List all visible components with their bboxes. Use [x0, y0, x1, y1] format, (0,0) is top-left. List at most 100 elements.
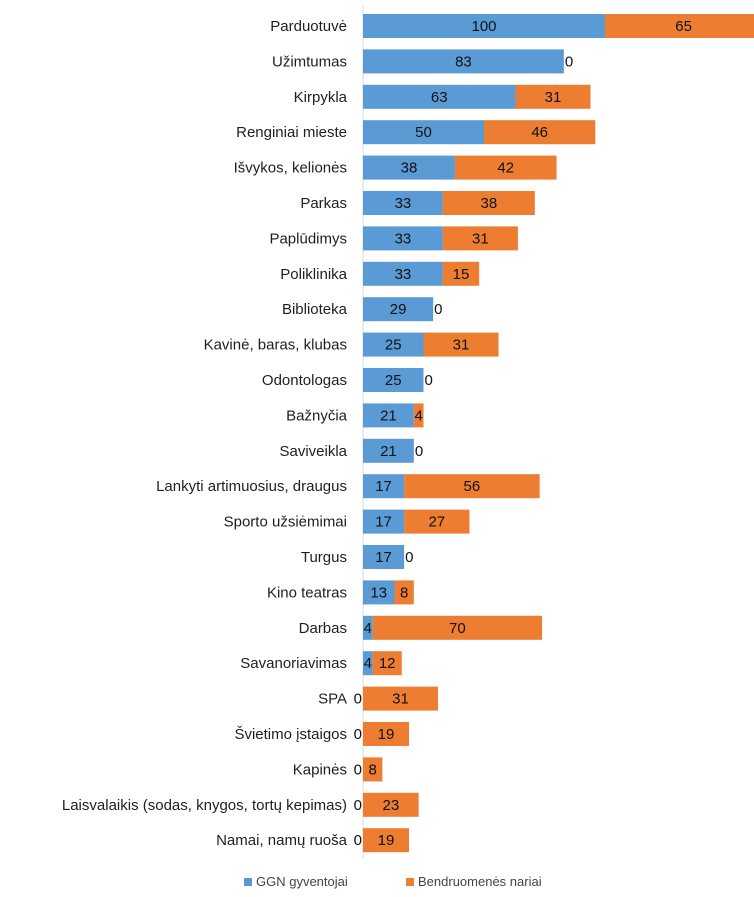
data-label-bendruomenes-nariai: 31 [453, 337, 470, 354]
category-label: Laisvalaikis (sodas, knygos, tortų kepim… [62, 797, 347, 814]
data-label-ggn-gyventojai: 33 [395, 195, 412, 212]
category-label: Išvykos, kelionės [234, 160, 347, 177]
data-label-bendruomenes-nariai: 8 [400, 584, 408, 601]
bar-bendruomenes-nariai [363, 792, 419, 817]
bar-bendruomenes-nariai [423, 332, 499, 357]
category-label: Kino teatras [267, 584, 347, 601]
bar-ggn-gyventojai [363, 368, 424, 392]
category-label: Savanoriavimas [240, 655, 347, 672]
data-label-ggn-gyventojai: 25 [385, 337, 402, 354]
category-label: Renginiai mieste [236, 124, 347, 141]
data-label-ggn-gyventojai: 0 [354, 797, 362, 814]
data-label-ggn-gyventojai: 21 [380, 407, 397, 424]
bar-ggn-gyventojai [363, 261, 443, 286]
data-label-bendruomenes-nariai: 31 [472, 230, 489, 247]
bar-ggn-gyventojai [363, 226, 443, 251]
category-label: Biblioteka [282, 301, 348, 318]
bar-ggn-gyventojai [363, 545, 405, 569]
data-label-bendruomenes-nariai: 31 [392, 691, 409, 708]
data-label-bendruomenes-nariai: 23 [382, 797, 399, 814]
bar-ggn-gyventojai [363, 509, 405, 534]
data-label-ggn-gyventojai: 0 [354, 761, 362, 778]
data-label-bendruomenes-nariai: 42 [497, 160, 514, 177]
data-label-ggn-gyventojai: 38 [401, 160, 418, 177]
data-label-bendruomenes-nariai: 19 [378, 726, 395, 743]
bar-bendruomenes-nariai [363, 722, 409, 746]
data-label-ggn-gyventojai: 63 [431, 89, 448, 106]
bar-ggn-gyventojai [363, 14, 605, 38]
legend-label-bendruomenes-nariai: Bendruomenės nariai [418, 874, 542, 889]
bar-bendruomenes-nariai [363, 686, 439, 711]
bar-bendruomenes-nariai [484, 120, 596, 145]
bar-bendruomenes-nariai [363, 828, 409, 853]
bar-ggn-gyventojai [363, 49, 564, 74]
data-label-bendruomenes-nariai: 46 [531, 124, 548, 141]
data-label-bendruomenes-nariai: 4 [414, 407, 422, 424]
bar-ggn-gyventojai [363, 84, 516, 109]
data-label-bendruomenes-nariai: 15 [453, 266, 470, 283]
category-label: Parduotuvė [270, 18, 347, 35]
category-label: Saviveikla [279, 443, 347, 460]
data-label-bendruomenes-nariai: 0 [565, 53, 573, 70]
legend: GGN gyventojai Bendruomenės nariai [244, 874, 542, 889]
bar-ggn-gyventojai [363, 191, 443, 215]
category-label: Parkas [300, 195, 347, 212]
bar-ggn-gyventojai [363, 615, 373, 640]
category-label: Užimtumas [272, 53, 347, 70]
bar-ggn-gyventojai [363, 580, 395, 605]
bar-bendruomenes-nariai [515, 84, 591, 109]
bar-bendruomenes-nariai [372, 615, 543, 640]
bar-bendruomenes-nariai [442, 191, 535, 215]
data-label-ggn-gyventojai: 4 [364, 620, 372, 637]
category-label: Darbas [299, 620, 347, 637]
data-label-ggn-gyventojai: 50 [415, 124, 432, 141]
category-label: Kapinės [293, 761, 347, 778]
data-label-ggn-gyventojai: 83 [455, 53, 472, 70]
bar-ggn-gyventojai [363, 155, 455, 180]
category-label: Paplūdimys [269, 230, 347, 247]
bar-ggn-gyventojai [363, 297, 434, 322]
bar-ggn-gyventojai [363, 651, 373, 676]
data-label-ggn-gyventojai: 21 [380, 443, 397, 460]
category-label: Lankyti artimuosius, draugus [156, 478, 347, 495]
bar-bendruomenes-nariai [394, 580, 414, 605]
legend-label-ggn-gyventojai: GGN gyventojai [256, 874, 348, 889]
bar-bendruomenes-nariai [404, 474, 540, 499]
data-label-ggn-gyventojai: 33 [395, 266, 412, 283]
data-label-bendruomenes-nariai: 0 [425, 372, 433, 389]
data-label-ggn-gyventojai: 17 [375, 514, 392, 531]
data-label-ggn-gyventojai: 29 [390, 301, 407, 318]
bar-ggn-gyventojai [363, 403, 414, 428]
data-label-ggn-gyventojai: 0 [354, 691, 362, 708]
data-label-ggn-gyventojai: 0 [354, 726, 362, 743]
bar-bendruomenes-nariai [404, 509, 470, 534]
data-label-bendruomenes-nariai: 65 [675, 18, 692, 35]
category-label: SPA [318, 691, 347, 708]
data-label-bendruomenes-nariai: 8 [369, 761, 377, 778]
category-label: Poliklinika [280, 266, 347, 283]
bar-bendruomenes-nariai [605, 14, 754, 38]
data-label-bendruomenes-nariai: 0 [415, 443, 423, 460]
data-label-bendruomenes-nariai: 70 [449, 620, 466, 637]
data-label-bendruomenes-nariai: 27 [428, 514, 445, 531]
bar-bendruomenes-nariai [454, 155, 557, 180]
category-label: Bažnyčia [286, 407, 348, 424]
data-label-ggn-gyventojai: 4 [364, 655, 372, 672]
legend-swatch-ggn-gyventojai [244, 878, 252, 886]
bar-bendruomenes-nariai [372, 651, 402, 676]
data-label-ggn-gyventojai: 17 [375, 549, 392, 566]
data-label-bendruomenes-nariai: 19 [378, 832, 395, 849]
data-label-ggn-gyventojai: 33 [395, 230, 412, 247]
category-label: Turgus [301, 549, 347, 566]
bar-ggn-gyventojai [363, 474, 405, 499]
category-label: Sporto užsiėmimai [224, 514, 347, 531]
bar-bendruomenes-nariai [442, 226, 518, 251]
bar-ggn-gyventojai [363, 438, 414, 463]
category-label: Kavinė, baras, klubas [204, 337, 347, 354]
bar-bendruomenes-nariai [363, 757, 383, 782]
data-label-ggn-gyventojai: 0 [354, 832, 362, 849]
category-label: Kirpykla [294, 89, 348, 106]
bar-ggn-gyventojai [363, 332, 424, 357]
